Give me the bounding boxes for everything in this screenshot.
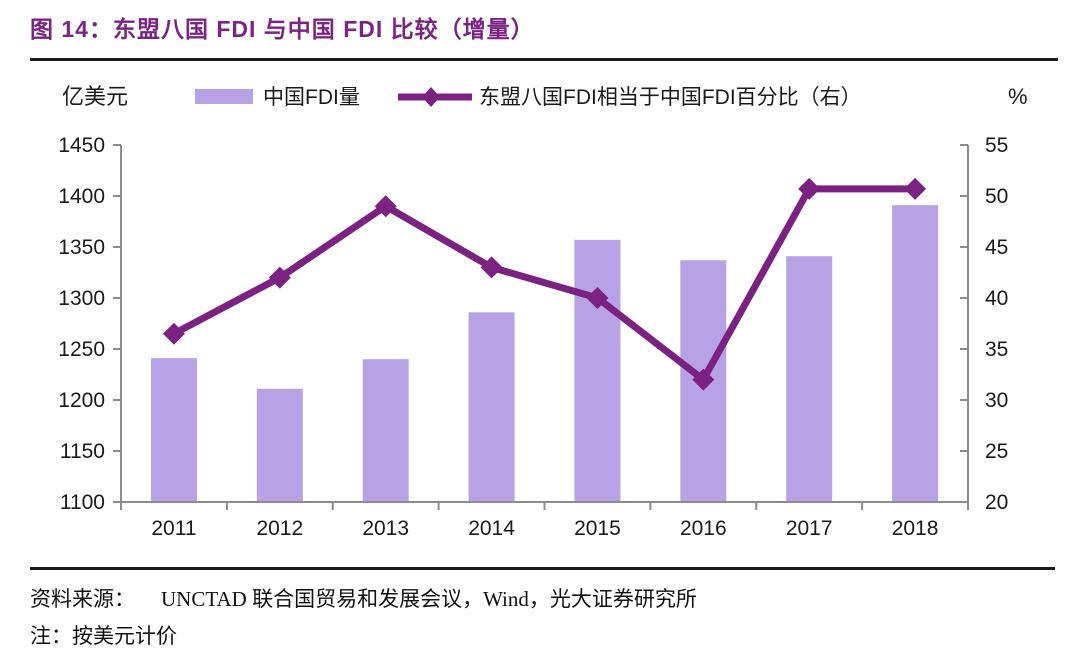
- left-tick-label: 1350: [58, 236, 105, 259]
- figure-title: 图 14：东盟八国 FDI 与中国 FDI 比较（增量）: [30, 16, 535, 42]
- diamond-marker-2016: [692, 368, 715, 391]
- right-tick-label: 25: [985, 440, 1008, 463]
- left-axis-ticks: 1450 1400 1350 1300 1250 1200 1150 1100: [58, 134, 121, 514]
- x-tick-label-2018: 2018: [892, 517, 939, 540]
- x-tick-label-2014: 2014: [468, 517, 515, 540]
- bar-2015: [574, 239, 621, 503]
- diamond-marker-2011: [162, 322, 185, 345]
- x-tick-label-2015: 2015: [574, 517, 621, 540]
- right-tick-label: 40: [985, 287, 1008, 310]
- left-tick-label: 1150: [60, 440, 105, 463]
- right-tick-label: 45: [985, 236, 1008, 259]
- title-divider: [30, 58, 1058, 61]
- x-tick-label-2011: 2011: [151, 517, 196, 540]
- x-tick-label-2016: 2016: [680, 517, 727, 540]
- note-line: 注：按美元计价: [30, 624, 177, 648]
- right-tick-label: 20: [985, 491, 1008, 514]
- left-tick-label: 1200: [58, 389, 105, 412]
- left-axis-unit-label: 亿美元: [62, 84, 128, 109]
- left-tick-label: 1100: [60, 491, 105, 514]
- right-axis-unit-label: %: [1008, 84, 1028, 109]
- legend-bar-label: 中国FDI量: [263, 86, 360, 109]
- x-tick-label-2012: 2012: [256, 517, 303, 540]
- right-tick-label: 55: [985, 134, 1008, 157]
- source-text: UNCTAD 联合国贸易和发展会议，Wind，光大证券研究所: [161, 587, 697, 611]
- legend-line-label: 东盟八国FDI相当于中国FDI百分比（右）: [479, 86, 862, 109]
- footer-divider: [30, 567, 1055, 570]
- x-axis-ticks: 2011 2012 2013 2014 2015 2016 2017 2018: [120, 502, 969, 540]
- left-tick-label: 1250: [58, 338, 105, 361]
- bar-2017: [786, 256, 833, 502]
- right-tick-label: 35: [985, 338, 1008, 361]
- left-tick-label: 1400: [58, 185, 105, 208]
- axes: [120, 145, 969, 503]
- left-tick-label: 1450: [58, 134, 105, 157]
- fdi-combo-chart: 亿美元 %中国FDI量 东盟八国FDI相当于中国FDI百分比（右）145014001…: [58, 84, 1028, 540]
- diamond-marker-2012: [268, 266, 291, 289]
- line-series-asean-pct: [162, 177, 927, 391]
- source-label: 资料来源：: [30, 587, 135, 611]
- legend-line-marker-icon: [422, 87, 440, 107]
- bars-series-china-fdi: [150, 205, 939, 503]
- right-tick-label: 30: [985, 389, 1008, 412]
- legend-bar-swatch: [195, 89, 253, 104]
- bar-2011: [150, 358, 197, 502]
- left-tick-label: 1300: [58, 287, 105, 310]
- source-line: 资料来源： UNCTAD 联合国贸易和发展会议，Wind，光大证券研究所: [30, 583, 1050, 613]
- chart-legend: 中国FDI量 东盟八国FDI相当于中国FDI百分比（右）: [195, 86, 862, 109]
- diamond-marker-2018: [904, 177, 927, 200]
- bar-2012: [256, 388, 303, 502]
- x-tick-label-2017: 2017: [786, 517, 833, 540]
- right-axis-ticks: 55 50 45 40 35 30 25 20: [960, 134, 1008, 514]
- diamond-marker-2015: [586, 287, 609, 309]
- fdi-percentage-line: [172, 185, 916, 384]
- bar-2014: [468, 312, 515, 502]
- diamond-marker-2017: [798, 177, 821, 200]
- x-tick-label-2013: 2013: [362, 517, 409, 540]
- diamond-marker-2013: [374, 195, 397, 218]
- diamond-marker-2014: [480, 256, 503, 279]
- right-tick-label: 50: [985, 185, 1008, 208]
- bar-2013: [362, 359, 409, 502]
- bar-2018: [892, 205, 939, 502]
